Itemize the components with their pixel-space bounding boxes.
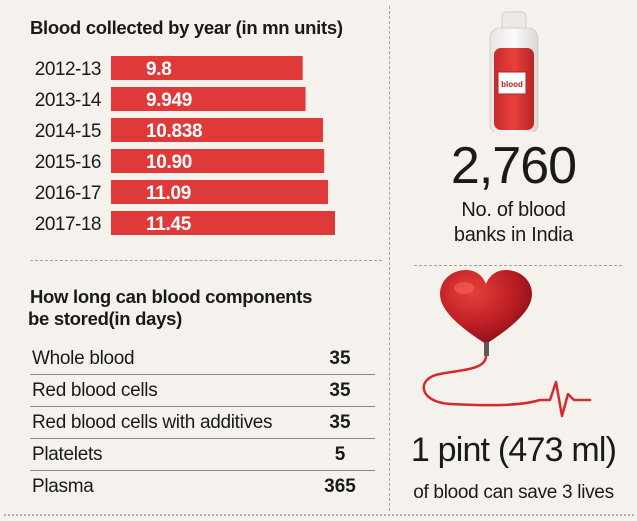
bottom-divider bbox=[4, 514, 634, 516]
vertical-divider bbox=[389, 6, 390, 511]
bar bbox=[111, 87, 306, 111]
storage-row-label: Red blood cells with additives bbox=[30, 406, 305, 439]
blood-bag-icon: blood bbox=[489, 11, 539, 132]
storage-row-label: Whole blood bbox=[30, 343, 305, 375]
blood-banks-label-line1: No. of blood bbox=[461, 199, 566, 221]
bar bbox=[111, 149, 325, 173]
storage-row: Red blood cells 35 bbox=[30, 374, 375, 407]
bar-value-label: 10.90 bbox=[146, 152, 192, 173]
right-section-divider bbox=[414, 265, 622, 266]
storage-row-label: Plasma bbox=[32, 475, 94, 497]
storage-row: Whole blood 35 bbox=[30, 343, 375, 375]
category-label: 2015-16 bbox=[35, 152, 101, 173]
storage-row: Platelets 5 bbox=[30, 438, 375, 471]
storage-row-label: Red blood cells bbox=[30, 374, 305, 407]
storage-title-line2: be stored(in days) bbox=[28, 308, 182, 329]
bag-label: blood bbox=[501, 80, 523, 89]
storage-title-line1: How long can blood components bbox=[30, 286, 313, 307]
pint-headline: 1 pint (473 ml) bbox=[410, 431, 617, 469]
left-panel: Blood collected by year (in mn units) 20… bbox=[28, 17, 382, 502]
category-label: 2014-15 bbox=[35, 121, 101, 142]
blood-banks-count: 2,760 bbox=[450, 137, 577, 195]
bar-value-label: 9.949 bbox=[146, 90, 192, 111]
heartbeat-line-icon bbox=[422, 354, 592, 418]
bar bbox=[111, 180, 328, 204]
storage-table: Whole blood 35 Red blood cells 35 Red blood … bbox=[30, 343, 375, 502]
storage-row: Red blood cells with additives 35 bbox=[30, 406, 375, 439]
section-divider bbox=[30, 260, 382, 261]
pint-subline: of blood can save 3 lives bbox=[413, 482, 614, 503]
blood-banks-label-line2: banks in India bbox=[453, 224, 574, 246]
storage-title: How long can blood components be stored(… bbox=[28, 286, 313, 330]
blood-collected-bar-chart: 2012-13 9.8 2013-14 9.949 2014-15 10.838 2015-… bbox=[35, 56, 335, 235]
chart-title: Blood collected by year (in mn units) bbox=[30, 17, 343, 38]
storage-row-days: 35 bbox=[305, 406, 375, 439]
category-label: 2013-14 bbox=[35, 90, 102, 111]
bar-value-label: 11.45 bbox=[146, 214, 192, 235]
bar-value-label: 11.09 bbox=[146, 183, 191, 204]
storage-row-days: 365 bbox=[324, 475, 356, 497]
blood-banks-label: No. of blood banks in India bbox=[390, 198, 637, 248]
bar bbox=[111, 211, 335, 235]
bar-value-label: 9.8 bbox=[146, 59, 172, 80]
category-label: 2017-18 bbox=[35, 214, 101, 235]
storage-row-days: 35 bbox=[305, 374, 375, 407]
storage-row-days: 5 bbox=[305, 438, 375, 471]
storage-row-days: 35 bbox=[305, 343, 375, 375]
bar-value-label: 10.838 bbox=[146, 121, 202, 142]
storage-row: Plasma 365 bbox=[30, 471, 375, 503]
category-label: 2016-17 bbox=[35, 183, 101, 204]
bar bbox=[111, 56, 303, 80]
storage-row-label: Platelets bbox=[30, 438, 305, 471]
heart-icon bbox=[422, 270, 592, 418]
right-panel: blood 2,760 No. of blood banks in India … bbox=[390, 0, 637, 521]
bar bbox=[111, 118, 323, 142]
category-label: 2012-13 bbox=[35, 59, 101, 80]
